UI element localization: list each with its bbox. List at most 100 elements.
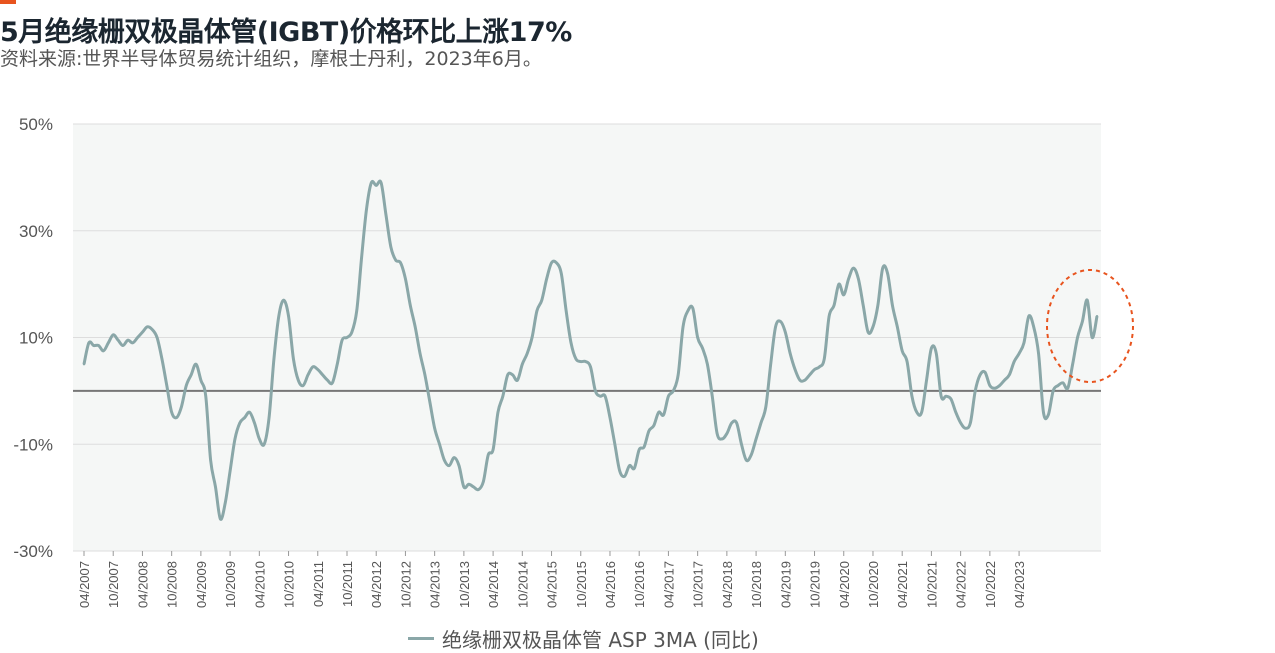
data-point [160, 357, 164, 361]
data-point [857, 277, 860, 280]
data-point [297, 379, 300, 382]
data-point [243, 416, 246, 419]
x-tick-label: 10/2018 [749, 561, 764, 608]
data-point [725, 432, 729, 435]
data-point [487, 453, 490, 457]
data-point [754, 437, 758, 441]
data-point [418, 352, 422, 355]
y-tick-label: 10% [19, 329, 53, 348]
x-tick-label: 10/2019 [808, 561, 823, 608]
data-point [949, 397, 953, 401]
data-point [603, 395, 607, 398]
data-point [628, 464, 631, 467]
data-point [774, 325, 777, 329]
data-point [399, 261, 402, 264]
data-point [496, 411, 500, 414]
data-point [126, 338, 130, 342]
data-point [813, 368, 816, 371]
data-point [657, 411, 660, 414]
data-point [384, 213, 388, 216]
data-point [467, 483, 470, 486]
data-point [594, 389, 597, 393]
data-point [438, 443, 441, 446]
x-tick-label: 04/2021 [895, 561, 910, 608]
data-point [564, 309, 568, 313]
data-point [1037, 352, 1040, 355]
data-point [574, 357, 578, 361]
data-point [647, 429, 651, 433]
data-point [452, 456, 456, 459]
x-tick-label: 10/2021 [924, 561, 939, 608]
data-point [116, 338, 120, 342]
data-point [189, 373, 193, 377]
data-point [1027, 314, 1031, 318]
data-point [735, 421, 738, 425]
data-point [92, 344, 95, 347]
x-tick-label: 10/2010 [282, 561, 297, 608]
x-tick-label: 04/2022 [954, 561, 969, 608]
data-point [199, 379, 203, 382]
data-point [443, 459, 446, 462]
y-tick-label: 30% [19, 222, 53, 241]
x-tick-label: 10/2020 [866, 561, 881, 608]
data-point [350, 330, 354, 334]
data-point [711, 395, 714, 398]
x-tick-label: 10/2011 [340, 561, 355, 607]
data-point [803, 379, 806, 382]
data-point [530, 336, 534, 339]
data-point [355, 309, 358, 313]
data-point [262, 443, 266, 446]
data-point [87, 341, 91, 345]
data-point [394, 258, 397, 262]
data-point [336, 362, 339, 366]
data-point [613, 443, 617, 446]
x-tick-label: 04/2010 [252, 561, 267, 608]
data-point [316, 368, 319, 371]
data-point [608, 416, 612, 419]
x-tick-label: 04/2019 [778, 561, 793, 608]
data-point [389, 245, 393, 248]
data-point [472, 485, 475, 489]
data-point [219, 517, 222, 521]
data-point [253, 421, 256, 425]
data-point [165, 384, 168, 387]
x-tick-label: 10/2012 [398, 561, 413, 608]
data-point [511, 373, 514, 377]
data-point [413, 325, 417, 329]
data-point [993, 387, 996, 390]
data-point [1008, 373, 1011, 377]
data-point [998, 384, 1001, 387]
y-tick-label: -30% [13, 542, 53, 561]
data-point [1022, 341, 1026, 345]
data-point [204, 395, 207, 398]
data-point [978, 373, 982, 377]
x-tick-label: 10/2015 [574, 561, 589, 608]
data-point [589, 365, 592, 369]
data-point [652, 424, 656, 427]
data-point [1081, 320, 1084, 323]
data-point [326, 379, 329, 382]
data-point [720, 437, 724, 441]
data-point [696, 336, 699, 339]
data-point [287, 314, 290, 318]
x-tick-label: 04/2012 [369, 561, 384, 608]
data-point [1017, 352, 1021, 355]
data-point [983, 370, 987, 374]
data-point [1056, 384, 1060, 387]
data-point [959, 421, 962, 425]
data-point [423, 373, 427, 377]
page-title: 5月绝缘栅双极晶体管(IGBT)价格环比上涨17% [0, 17, 572, 48]
data-point [779, 320, 782, 323]
data-point [550, 261, 553, 264]
data-point [228, 469, 232, 473]
data-point [1051, 389, 1055, 393]
data-point [282, 298, 285, 302]
data-point [1071, 362, 1074, 366]
x-tick-label: 04/2016 [603, 561, 618, 608]
data-point [579, 360, 582, 363]
data-point [545, 277, 548, 280]
data-point [642, 445, 646, 449]
data-point [847, 277, 850, 280]
data-point [248, 411, 251, 414]
data-point [954, 411, 957, 414]
